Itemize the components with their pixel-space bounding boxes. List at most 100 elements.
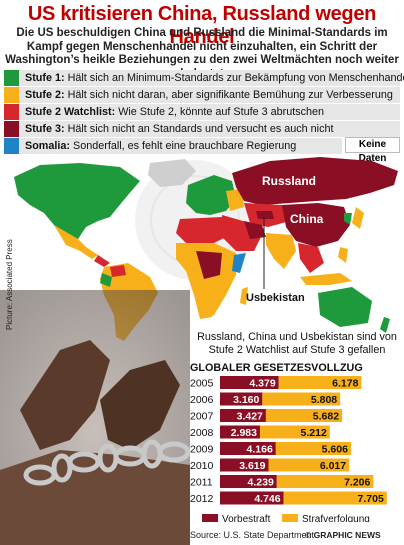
legend-text: Hält sich nicht daran, aber signifikante… [67,89,393,101]
year-label: 2008 [190,427,214,439]
legend-swatch [4,70,19,86]
bar-strafverfolgung-2012 [283,491,387,505]
bar-strafverfolgung-2008 [259,425,330,439]
map-middle-east [222,215,262,251]
legend-key: Stufe 3: [25,123,65,135]
legend-swatch-strafverfolgung [282,514,298,522]
map-australia [318,287,372,327]
legend-label-strafverfolgung: Strafverfolgung [302,514,370,522]
year-label: 2006 [190,394,214,406]
map-philippines [338,247,348,263]
map-indonesia [300,273,352,285]
bar-strafverfolgung-2009 [275,442,351,455]
data-label-strafverfolgung: 6.017 [320,460,346,472]
year-label: 2007 [190,411,214,423]
bar-strafverfolgung-2007 [265,409,343,422]
map-south-africa [200,301,216,319]
photo-credit: Picture: Associated Press [5,239,14,330]
legend-item-stufe-2-watchlist: Stufe 2 Watchlist: Wie Stufe 2, könnte a… [4,104,400,120]
legend-swatch-vorbestraft [202,514,218,522]
data-label-vorbestraft: 3.427 [237,411,263,423]
map-central-america [94,255,110,267]
bars-group: 2005 4.379 6.178 2006 3.160 5.808 2007 3.427 5.6… [190,376,387,505]
legend-key: Somalia: [25,140,71,152]
map-central-africa [196,251,222,279]
legend-item-stufe-2: Stufe 2: Hält sich nicht daran, aber sig… [4,87,400,103]
data-label-strafverfolgung: 6.178 [332,378,358,390]
bar-vorbestraft-2006 [220,392,263,406]
bar-vorbestraft-2005 [220,376,279,389]
bar-vorbestraft-2010 [220,458,269,472]
data-label-vorbestraft: 4.166 [247,444,273,456]
brand-logo: © GRAPHIC NEWS [305,530,381,540]
page-title: US kritisieren China, Russland wegen Han… [27,3,377,48]
bar-vorbestraft-2008 [220,425,260,439]
legend-text: Hält sich nicht an Standards und versuch… [67,123,334,135]
year-label: 2012 [190,493,214,505]
data-label-strafverfolgung: 5.682 [313,411,339,423]
map-india [266,233,296,269]
legend-key: Stufe 2: [25,89,65,101]
data-label-strafverfolgung: 5.212 [301,427,327,439]
bar-vorbestraft-2007 [220,409,266,422]
map-label-russia: Russland [262,174,316,188]
legend-item-somalia: Somalia: Sonderfall, es fehlt eine brauc… [4,138,342,154]
legend-swatch [4,138,19,154]
data-label-strafverfolgung: 5.606 [322,444,348,456]
map-greenland [148,159,196,187]
bar-strafverfolgung-2006 [262,392,341,406]
year-label: 2011 [190,477,213,489]
year-label: 2010 [190,460,214,472]
bar-vorbestraft-2011 [220,475,277,488]
chart-title: GLOBALER GESETZESVOLLZUG [190,362,363,374]
data-label-strafverfolgung: 7.206 [344,477,370,489]
data-label-strafverfolgung: 7.705 [358,493,384,505]
bar-strafverfolgung-2010 [268,458,350,472]
legend-key: Stufe 1: [25,72,65,84]
map-label-usbekistan: Usbekistan [246,292,305,304]
bar-strafverfolgung-2011 [276,475,374,488]
map-europe [186,175,236,215]
legend-text: Wie Stufe 2, könnte auf Stufe 3 abrutsch… [118,106,325,118]
data-label-vorbestraft: 4.379 [249,378,275,390]
bar-vorbestraft-2009 [220,442,276,455]
map-north-america [14,163,140,239]
bar-strafverfolgung-2005 [278,376,362,389]
legend-text: Hält sich an Minimum-Standards zur Bekäm… [67,72,404,84]
map-mexico [54,225,98,259]
data-label-vorbestraft: 3.619 [239,460,265,472]
bar-vorbestraft-2012 [220,491,284,505]
legend-swatch [4,104,19,120]
chart-note: Russland, China und Usbekistan sind von … [197,331,397,356]
legend-item-stufe-1: Stufe 1: Hält sich an Minimum-Standards … [4,70,404,86]
map-somalia [232,253,246,273]
map-madagascar [240,287,248,305]
legend-swatch [4,87,19,103]
data-label-vorbestraft: 3.160 [233,394,259,406]
map-iran [244,221,266,239]
map-colombia [100,273,112,287]
data-label-strafverfolgung: 5.808 [311,394,337,406]
subtitle: Die US beschuldigen China und Russland d… [5,27,399,80]
map-uzbekistan [256,211,274,219]
map-new-zealand [380,317,390,333]
map-japan [352,207,364,229]
legend-text: Sonderfall, es fehlt eine brauchbare Reg… [73,140,297,152]
year-label: 2009 [190,444,214,456]
world-map: Russland China Usbekistan [14,157,398,341]
map-russia [232,157,398,205]
legend-label-vorbestraft: Vorbestraft [222,514,271,522]
data-label-vorbestraft: 2.983 [231,427,257,439]
data-label-vorbestraft: 4.746 [254,493,280,505]
source-note: Source: U.S. State Department [190,530,315,540]
map-korea [344,213,352,225]
chart-legend: Vorbestraft Strafverfolgung [202,514,370,522]
no-data-legend: Keine Daten [345,137,400,164]
legend-swatch [4,121,19,137]
year-label: 2005 [190,378,214,390]
legend-key: Stufe 2 Watchlist: [25,106,116,118]
legend-item-stufe-3: Stufe 3: Hält sich nicht an Standards un… [4,121,400,137]
enforcement-chart: GLOBALER GESETZESVOLLZUG 2005 4.379 6.1782… [190,362,387,522]
data-label-vorbestraft: 4.239 [248,477,274,489]
map-southeast-asia [298,243,324,273]
